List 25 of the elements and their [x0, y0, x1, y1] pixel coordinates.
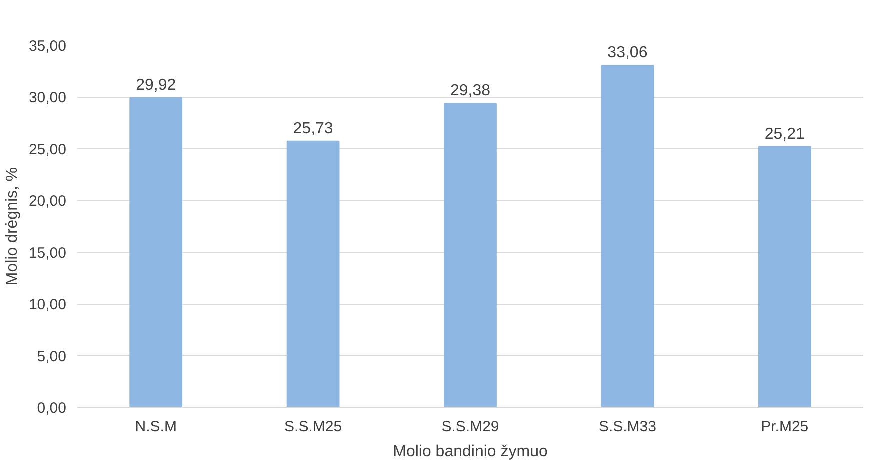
bar: [444, 103, 497, 408]
y-tick-label: 10,00: [28, 296, 67, 314]
y-tick-label: 20,00: [28, 193, 67, 210]
data-label: 29,92: [136, 77, 176, 94]
data-label: 25,73: [293, 120, 334, 138]
x-tick-label: S.S.M25: [284, 418, 342, 436]
y-tick-label: 25,00: [28, 141, 67, 158]
x-tick-label: N.S.M: [135, 418, 177, 436]
data-label: 29,38: [450, 82, 491, 100]
bar: [758, 146, 812, 408]
x-axis-title: Molio bandinio žymuo: [393, 444, 548, 460]
y-tick-label: 35,00: [28, 38, 67, 55]
bar: [601, 65, 654, 408]
x-tick-label: S.S.M33: [598, 418, 656, 436]
bar: [286, 140, 340, 408]
y-tick-label: 15,00: [28, 244, 67, 262]
y-tick-label: 30,00: [28, 90, 67, 107]
bar: [130, 98, 183, 408]
y-axis-title: Molio drėgnis, %: [4, 167, 21, 286]
y-tick-label: 5,00: [37, 348, 67, 366]
x-tick-label: S.S.M29: [442, 418, 500, 436]
y-tick-label: 0,00: [37, 400, 67, 417]
data-label: 33,06: [608, 44, 648, 62]
data-label: 25,21: [764, 126, 806, 143]
x-tick-label: Pr.M25: [761, 418, 809, 436]
